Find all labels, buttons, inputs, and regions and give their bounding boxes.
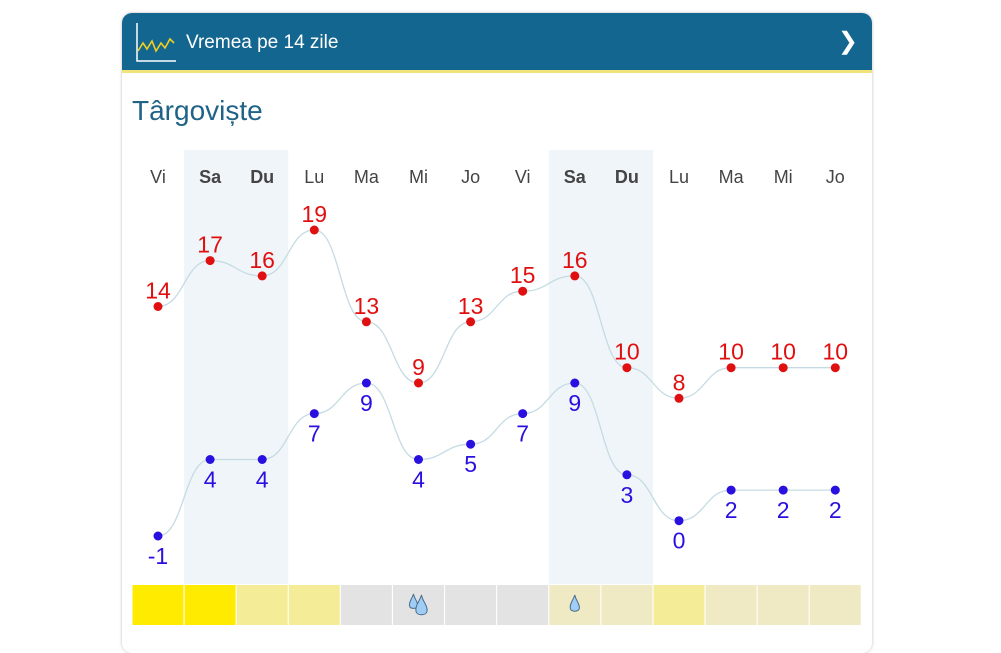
- condition-cell: [757, 585, 809, 625]
- condition-cell: [653, 585, 705, 625]
- header-title: Vremea pe 14 zile: [186, 32, 339, 53]
- low-temp-point: [414, 455, 423, 464]
- day-label: Mi: [409, 167, 428, 187]
- low-temp-point: [466, 439, 476, 449]
- day-label: Du: [250, 167, 274, 187]
- low-temp-label: 4: [204, 467, 217, 493]
- high-temp-point: [466, 317, 476, 327]
- chart-line-icon: [136, 23, 176, 62]
- condition-cell: [184, 585, 236, 625]
- condition-cell: [601, 585, 653, 625]
- low-temp-point: [830, 485, 840, 495]
- forecast-header[interactable]: Vremea pe 14 zile ❯: [122, 13, 872, 73]
- temperature-chart: Vi Sa Du Lu Ma Mi Jo Vi Sa Du Lu Ma Mi Jo 14 -1 17 4 16 4 19…: [132, 150, 861, 625]
- low-temp-label: 2: [829, 497, 842, 523]
- low-temp-label: 3: [621, 482, 634, 508]
- high-temp-label: 8: [673, 369, 686, 395]
- day-label: Ma: [719, 167, 745, 187]
- rain-drop-icon: [569, 594, 580, 612]
- low-temp-point: [309, 409, 319, 419]
- high-temp-point: [361, 317, 371, 327]
- high-temp-label: 17: [197, 232, 223, 258]
- high-temp-label: 10: [614, 339, 640, 365]
- weekend-column: [548, 150, 601, 584]
- condition-cell: [132, 585, 184, 625]
- low-temp-label: 7: [516, 421, 529, 447]
- high-temp-label: 9: [412, 354, 425, 380]
- condition-cell: [340, 585, 392, 625]
- low-temp-label: 2: [777, 497, 790, 523]
- day-label: Lu: [669, 167, 689, 187]
- condition-cell: [445, 585, 497, 625]
- condition-cell: [497, 585, 549, 625]
- low-temp-point: [361, 378, 371, 388]
- low-temp-point: [778, 485, 788, 495]
- low-temp-line: [157, 382, 836, 537]
- high-temp-point: [622, 363, 632, 373]
- low-temp-label: 2: [725, 497, 738, 523]
- day-label: Vi: [515, 167, 531, 187]
- low-temp-label: 9: [360, 390, 373, 416]
- high-temp-point: [205, 256, 215, 266]
- high-temp-label: 13: [458, 293, 484, 319]
- high-temp-label: 16: [249, 247, 275, 273]
- high-temp-label: 16: [562, 247, 588, 273]
- low-temp-label: 5: [464, 451, 477, 477]
- high-temp-line: [157, 229, 836, 399]
- rain-drop-icon: [408, 593, 419, 609]
- rain-drop-icon: [415, 594, 428, 616]
- low-temp-point: [726, 485, 736, 495]
- high-temp-label: 10: [770, 339, 796, 365]
- high-temp-point: [830, 363, 840, 373]
- high-temp-label: 19: [302, 201, 328, 227]
- high-temp-point: [570, 271, 580, 281]
- high-temp-point: [257, 271, 267, 281]
- low-temp-point: [153, 531, 163, 541]
- high-temp-point: [153, 302, 163, 311]
- day-label: Sa: [199, 167, 222, 187]
- high-temp-point: [414, 378, 423, 388]
- high-temp-label: 10: [718, 339, 744, 365]
- low-temp-point: [257, 455, 267, 464]
- high-temp-point: [518, 286, 528, 296]
- day-label: Ma: [354, 167, 380, 187]
- chevron-right-icon[interactable]: ❯: [837, 28, 858, 55]
- low-temp-point: [570, 378, 580, 388]
- low-temp-label: 4: [412, 467, 425, 493]
- weekend-column: [184, 150, 237, 584]
- low-temp-point: [205, 455, 215, 464]
- low-temp-point: [674, 516, 684, 526]
- day-label: Vi: [150, 167, 166, 187]
- high-temp-label: 10: [823, 339, 849, 365]
- high-temp-label: 14: [145, 278, 171, 304]
- high-temp-point: [309, 225, 319, 235]
- low-temp-label: 7: [308, 421, 321, 447]
- condition-cell: [809, 585, 861, 625]
- condition-cell: [705, 585, 757, 625]
- high-temp-point: [778, 363, 788, 373]
- weekend-column: [236, 150, 289, 584]
- condition-cell: [288, 585, 340, 625]
- condition-cell: [236, 585, 288, 625]
- low-temp-label: 0: [673, 528, 686, 554]
- high-temp-point: [726, 363, 736, 373]
- high-temp-label: 13: [354, 293, 380, 319]
- day-label: Jo: [461, 167, 480, 187]
- day-label: Lu: [304, 167, 324, 187]
- low-temp-label: 9: [568, 390, 581, 416]
- low-temp-point: [622, 470, 632, 480]
- low-temp-point: [518, 409, 528, 419]
- high-temp-point: [674, 393, 684, 403]
- high-temp-label: 15: [510, 262, 536, 288]
- day-label: Sa: [564, 167, 587, 187]
- city-name: Târgoviște: [132, 95, 263, 126]
- low-temp-label: -1: [148, 543, 168, 569]
- low-temp-label: 4: [256, 467, 269, 493]
- day-label: Mi: [774, 167, 793, 187]
- day-label: Du: [615, 167, 639, 187]
- day-label: Jo: [826, 167, 845, 187]
